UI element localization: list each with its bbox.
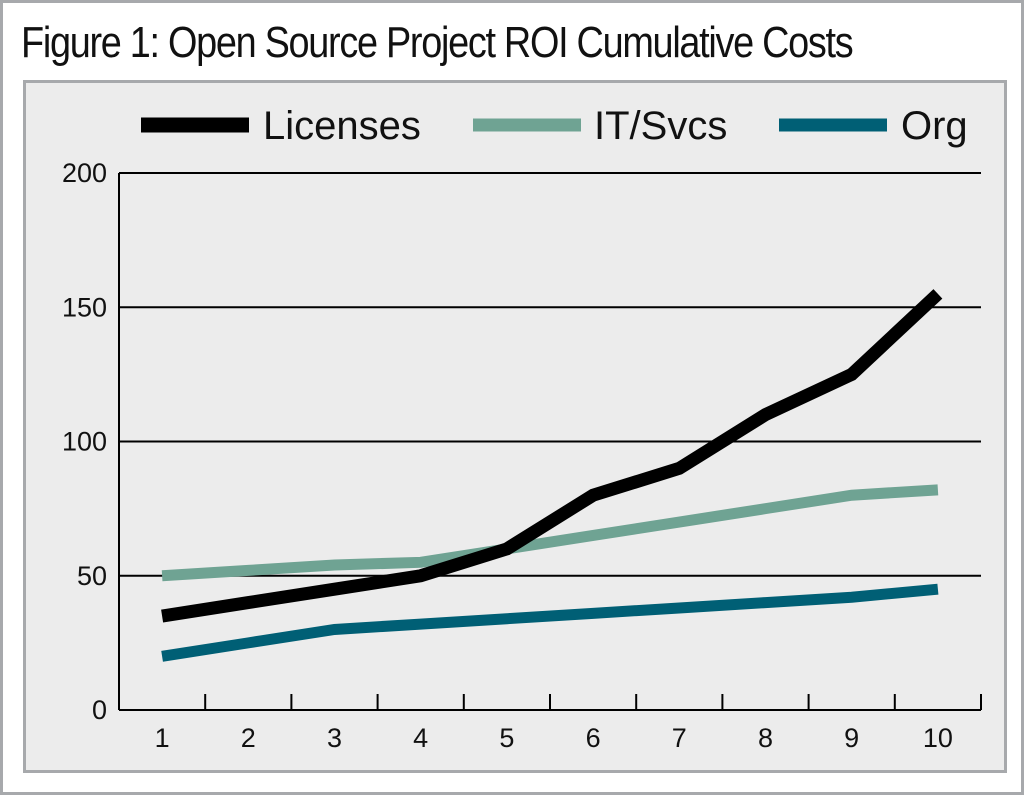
x-tick-label: 10 — [923, 723, 953, 753]
x-tick-label: 4 — [413, 723, 428, 753]
series-line-org — [161, 583, 939, 662]
x-tick-label: 3 — [327, 723, 342, 753]
line-chart: 0 50 100 150 200 1 2 3 4 5 6 7 8 9 10 Licenses IT/Svcs Or… — [62, 104, 982, 753]
chart-title: Figure 1: Open Source Project ROI Cumula… — [21, 18, 854, 67]
y-tick-label: 0 — [92, 695, 107, 725]
x-tick-label: 5 — [499, 723, 514, 753]
legend-label-it-svcs: IT/Svcs — [594, 104, 727, 148]
series-line-it-svcs — [161, 484, 939, 582]
y-tick-label: 50 — [77, 561, 107, 591]
y-tick-label: 100 — [62, 427, 107, 457]
x-tick-label: 8 — [758, 723, 773, 753]
x-tick-label: 7 — [672, 723, 687, 753]
series-line-licenses — [161, 289, 943, 623]
x-tick-label: 1 — [155, 723, 170, 753]
x-tick-label: 9 — [844, 723, 859, 753]
legend-label-licenses: Licenses — [263, 104, 421, 148]
y-tick-label: 200 — [62, 158, 107, 188]
x-tick-label: 2 — [241, 723, 256, 753]
y-tick-label: 150 — [62, 292, 107, 322]
legend-label-org: Org — [901, 104, 968, 148]
x-tick-label: 6 — [586, 723, 601, 753]
